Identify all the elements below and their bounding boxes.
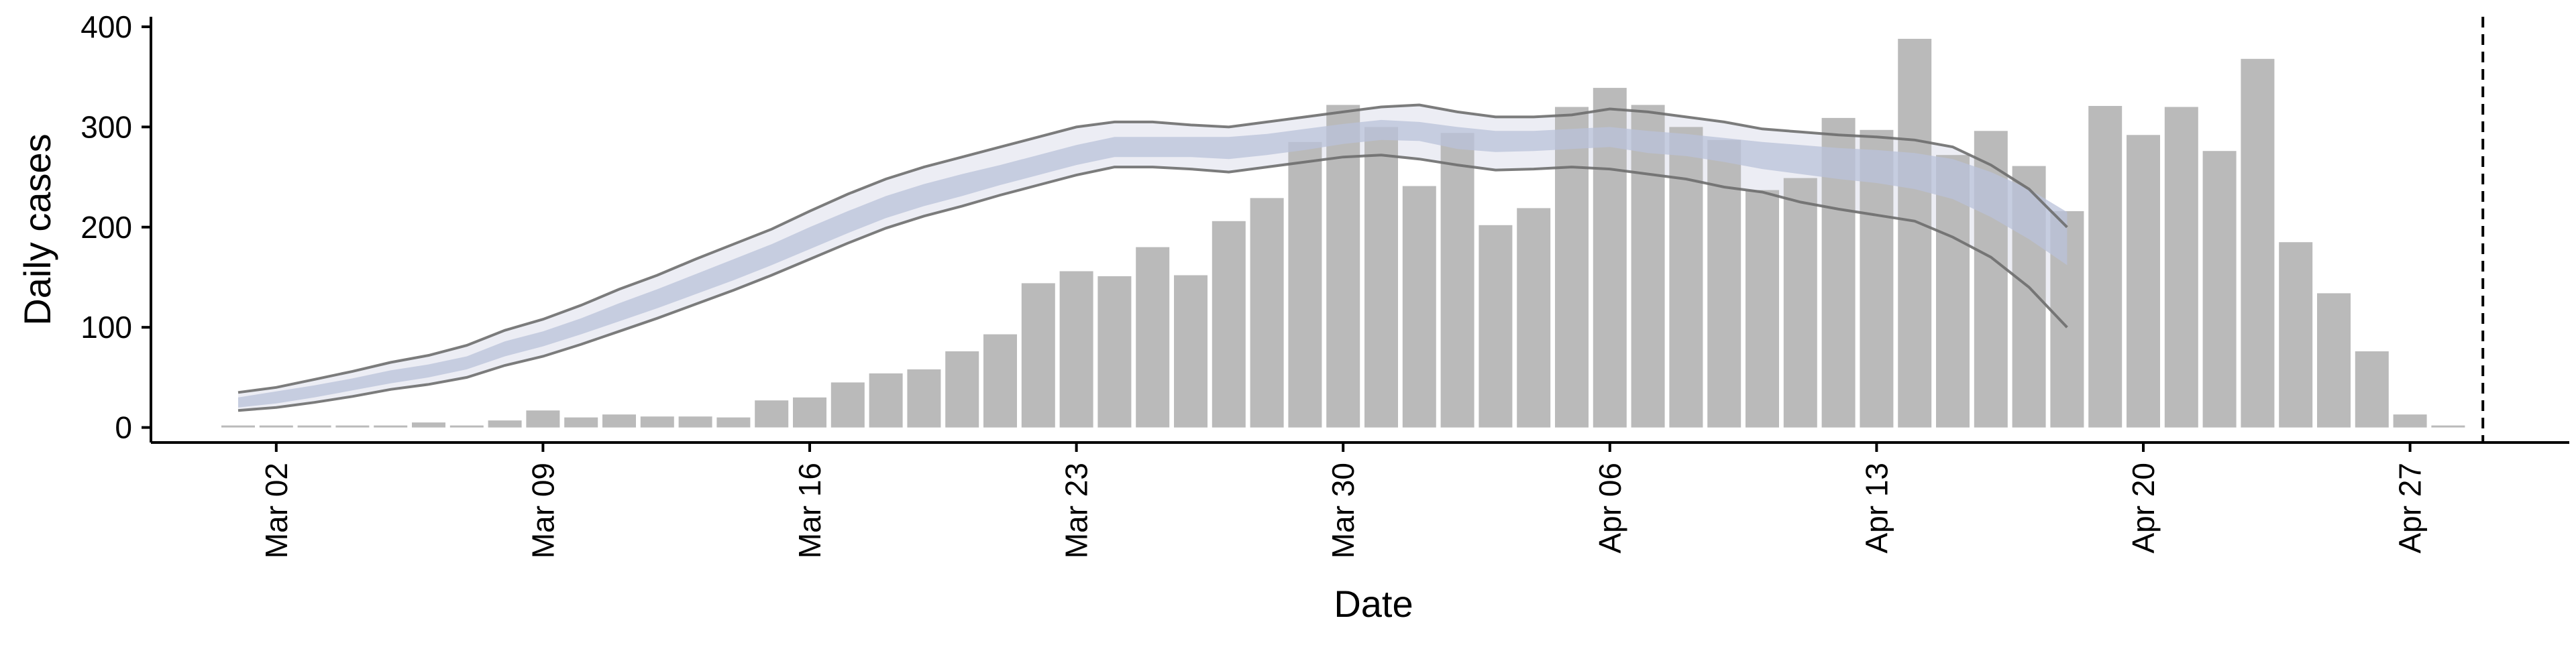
bar xyxy=(1021,283,1055,428)
band-lines-layer xyxy=(237,103,2068,412)
bar xyxy=(830,382,865,428)
y-ticks-layer: 0 100 200 300 400 xyxy=(80,9,151,445)
bar xyxy=(640,416,674,428)
bar xyxy=(983,334,1017,428)
bars-layer xyxy=(221,38,2465,428)
bar xyxy=(2431,425,2465,428)
bar xyxy=(2164,107,2198,428)
bar xyxy=(526,410,560,428)
bar xyxy=(1898,38,1932,428)
y-tick-label: 0 xyxy=(115,410,132,445)
x-tick-label: Mar 02 xyxy=(259,463,294,558)
x-tick-label: Apr 20 xyxy=(2126,463,2161,554)
bar xyxy=(1136,247,1170,428)
bar xyxy=(1707,139,1741,428)
bar xyxy=(259,425,293,428)
y-tick-label: 300 xyxy=(80,109,132,144)
bar xyxy=(755,400,789,428)
y-axis-title: Daily cases xyxy=(16,133,58,325)
y-tick-label: 200 xyxy=(80,210,132,245)
bar xyxy=(1440,133,1474,428)
bar xyxy=(1402,186,1436,428)
bar xyxy=(412,422,445,428)
bar xyxy=(869,373,903,428)
bar xyxy=(2355,351,2389,428)
bar xyxy=(374,425,408,428)
bar xyxy=(1174,275,1208,428)
bar xyxy=(2279,242,2313,428)
bar xyxy=(2317,293,2351,428)
bar xyxy=(1555,107,1589,428)
bar xyxy=(2127,135,2160,428)
x-ticks-layer: Mar 02 Mar 09 Mar 16 Mar 23 Mar 30 Apr 06 Apr … xyxy=(259,443,2428,558)
x-axis-title: Date xyxy=(1334,583,1413,625)
bar xyxy=(945,351,979,428)
bar xyxy=(907,369,941,428)
bar xyxy=(1250,198,1284,428)
x-tick-label: Apr 06 xyxy=(1593,463,1627,554)
bar xyxy=(1746,190,1779,428)
x-tick-label: Apr 13 xyxy=(1859,463,1894,554)
x-tick-label: Mar 30 xyxy=(1326,463,1360,558)
bar xyxy=(716,417,751,428)
bar xyxy=(449,425,484,428)
bar xyxy=(335,425,370,428)
bar xyxy=(1097,276,1132,428)
bar xyxy=(564,417,598,428)
bar xyxy=(2202,151,2237,428)
bar xyxy=(1517,208,1551,428)
bar xyxy=(2393,414,2427,428)
bar xyxy=(1212,221,1246,428)
y-tick-label: 400 xyxy=(80,9,132,44)
bar xyxy=(1059,271,1093,428)
bar xyxy=(1631,105,1665,428)
bar xyxy=(678,416,712,428)
bar xyxy=(221,425,255,428)
bar xyxy=(1479,225,1513,428)
x-tick-label: Mar 09 xyxy=(525,463,560,558)
bar xyxy=(2241,58,2275,428)
bar xyxy=(1364,127,1398,428)
x-tick-label: Mar 16 xyxy=(792,463,827,558)
lower-bound-line xyxy=(237,154,2068,412)
bar xyxy=(602,414,636,428)
bar xyxy=(1288,141,1322,428)
bar xyxy=(1783,178,1817,428)
bar xyxy=(1669,127,1703,428)
y-tick-label: 100 xyxy=(80,310,132,345)
x-tick-label: Apr 27 xyxy=(2393,463,2428,554)
bar xyxy=(297,425,331,428)
bar xyxy=(793,397,826,428)
bar xyxy=(488,420,522,428)
upper-bound-line xyxy=(237,103,2068,394)
axes-layer xyxy=(150,17,2569,444)
x-tick-label: Mar 23 xyxy=(1059,463,1094,558)
bar xyxy=(1326,105,1360,428)
bar xyxy=(2088,106,2123,428)
